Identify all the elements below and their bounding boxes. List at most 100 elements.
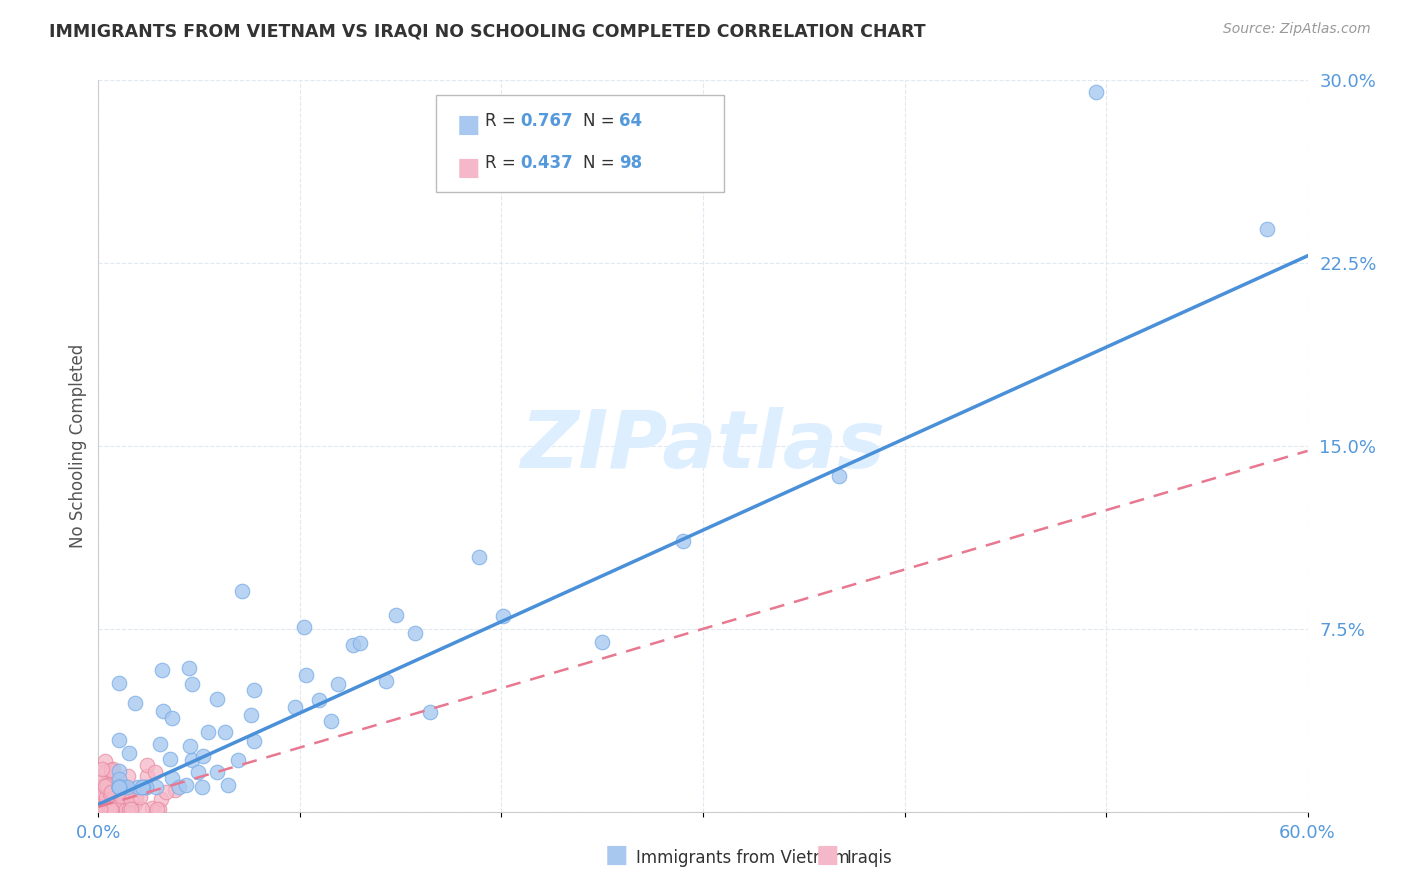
Point	[100, 790, 122, 805]
Text: Immigrants from Vietnam: Immigrants from Vietnam	[636, 849, 849, 867]
Point	[98, 778, 121, 792]
Point	[107, 733, 129, 747]
Point	[226, 753, 249, 767]
Point	[159, 752, 181, 766]
Point	[111, 780, 134, 795]
Text: ■: ■	[457, 113, 481, 137]
Point	[107, 780, 129, 795]
Point	[155, 785, 177, 799]
Point	[104, 802, 127, 816]
Point	[135, 780, 157, 795]
Point	[127, 780, 149, 795]
Point	[90, 796, 112, 810]
Point	[100, 785, 122, 799]
Point	[112, 780, 135, 794]
Point	[118, 802, 141, 816]
Point	[89, 802, 111, 816]
Text: Source: ZipAtlas.com: Source: ZipAtlas.com	[1223, 22, 1371, 37]
Point	[672, 534, 695, 549]
Text: ■: ■	[457, 156, 481, 180]
Point	[174, 778, 197, 792]
Point	[93, 787, 115, 801]
Point	[94, 754, 117, 768]
Point	[117, 769, 139, 783]
Point	[131, 802, 153, 816]
Point	[124, 797, 146, 812]
Point	[197, 725, 219, 739]
Point	[205, 764, 228, 779]
Point	[100, 787, 122, 801]
Point	[103, 770, 125, 784]
Point	[107, 780, 129, 795]
Point	[114, 798, 136, 813]
Point	[150, 791, 173, 805]
Point	[149, 737, 172, 751]
Point	[100, 802, 122, 816]
Text: N =: N =	[583, 154, 620, 172]
Y-axis label: No Schooling Completed: No Schooling Completed	[69, 344, 87, 548]
Point	[110, 802, 132, 816]
Point	[492, 608, 515, 623]
Point	[404, 626, 426, 640]
Point	[103, 802, 125, 816]
Text: R =: R =	[485, 154, 522, 172]
Point	[94, 779, 117, 793]
Point	[97, 802, 120, 816]
Point	[90, 785, 112, 799]
Point	[97, 781, 120, 796]
Point	[98, 795, 121, 809]
Point	[120, 802, 142, 816]
Point	[135, 757, 157, 772]
Point	[349, 636, 371, 650]
Point	[110, 798, 132, 813]
Point	[146, 802, 169, 816]
Point	[207, 692, 229, 706]
Point	[101, 785, 124, 799]
Point	[94, 776, 117, 790]
Point	[91, 802, 114, 816]
Text: 98: 98	[619, 154, 641, 172]
Point	[93, 802, 115, 816]
Point	[160, 771, 183, 785]
Point	[91, 802, 114, 816]
Point	[100, 792, 122, 806]
Text: ■: ■	[815, 843, 839, 867]
Point	[112, 785, 135, 799]
Point	[107, 764, 129, 778]
Point	[90, 775, 112, 789]
Point	[98, 800, 121, 814]
Point	[89, 802, 111, 816]
Point	[94, 789, 117, 804]
Point	[97, 802, 120, 816]
Point	[114, 802, 136, 816]
Point	[217, 778, 239, 792]
Point	[124, 696, 146, 710]
Point	[101, 765, 124, 780]
Point	[167, 780, 190, 795]
Point	[89, 791, 111, 805]
Point	[120, 802, 142, 816]
Point	[135, 780, 157, 795]
Point	[131, 780, 153, 795]
Point	[96, 778, 118, 792]
Point	[145, 780, 167, 795]
Point	[160, 711, 183, 725]
Point	[110, 793, 132, 807]
Point	[100, 802, 122, 816]
Point	[115, 780, 138, 795]
Point	[419, 705, 441, 719]
Point	[591, 635, 613, 649]
Point	[141, 801, 163, 815]
Point	[100, 784, 122, 798]
Point	[94, 764, 117, 778]
Point	[120, 791, 142, 805]
Point	[103, 802, 125, 816]
Point	[239, 708, 262, 723]
Point	[342, 638, 364, 652]
Point	[108, 780, 131, 795]
Point	[94, 802, 117, 816]
Point	[148, 802, 170, 816]
Text: 64: 64	[619, 112, 641, 129]
Point	[89, 800, 111, 814]
Point	[98, 792, 121, 806]
